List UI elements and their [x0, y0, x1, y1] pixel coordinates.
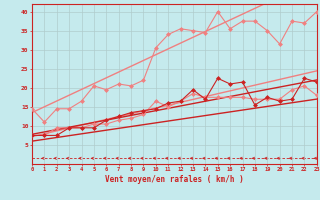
X-axis label: Vent moyen/en rafales ( km/h ): Vent moyen/en rafales ( km/h ) — [105, 175, 244, 184]
